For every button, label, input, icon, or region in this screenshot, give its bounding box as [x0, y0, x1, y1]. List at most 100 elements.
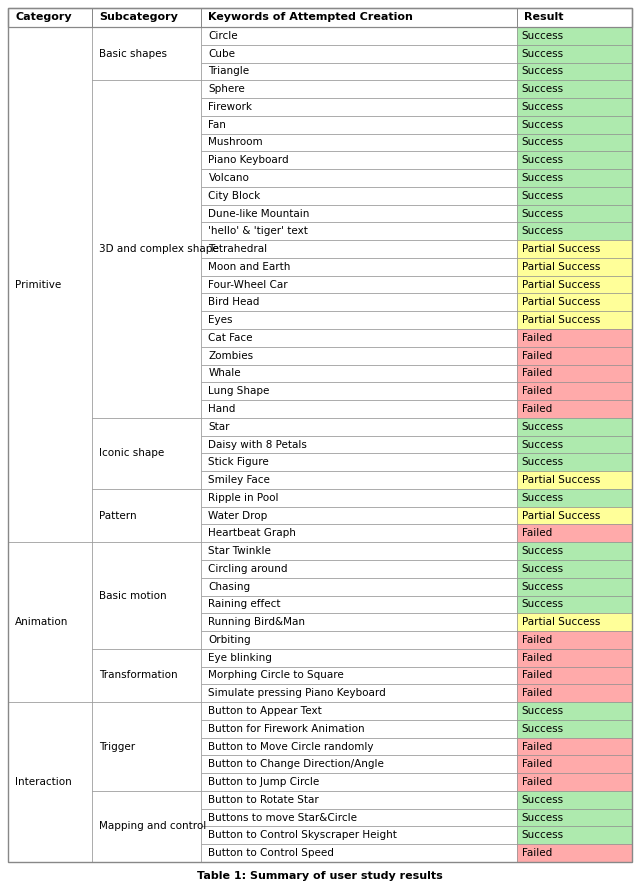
Text: Success: Success	[522, 421, 564, 432]
Bar	[202, 685, 516, 702]
Text: Success: Success	[522, 813, 564, 822]
Text: Success: Success	[522, 599, 564, 609]
Text: Failed: Failed	[522, 670, 552, 680]
Bar	[516, 116, 632, 133]
Text: Success: Success	[522, 795, 564, 805]
Text: Success: Success	[522, 31, 564, 41]
Bar	[516, 827, 632, 845]
Bar	[202, 649, 516, 667]
Text: Triangle: Triangle	[209, 67, 250, 76]
Bar	[202, 80, 516, 98]
Text: Keywords of Attempted Creation: Keywords of Attempted Creation	[209, 12, 413, 22]
Text: Partial Success: Partial Success	[522, 298, 600, 308]
Text: 3D and complex shape: 3D and complex shape	[99, 244, 219, 254]
Text: Volcano: Volcano	[209, 173, 250, 183]
Bar	[202, 418, 516, 436]
Text: Button for Firework Animation: Button for Firework Animation	[209, 724, 365, 733]
Bar	[202, 169, 516, 187]
Bar	[516, 151, 632, 169]
Bar	[8, 27, 92, 542]
Text: Failed: Failed	[522, 350, 552, 361]
Text: Failed: Failed	[522, 332, 552, 343]
Text: Failed: Failed	[522, 688, 552, 698]
Text: Subcategory: Subcategory	[99, 12, 178, 22]
Text: Success: Success	[522, 67, 564, 76]
Text: Partial Success: Partial Success	[522, 262, 600, 272]
Text: Cat Face: Cat Face	[209, 332, 253, 343]
Bar	[202, 8, 516, 27]
Text: Success: Success	[522, 138, 564, 148]
Bar	[92, 489, 202, 542]
Bar	[202, 631, 516, 649]
Text: Failed: Failed	[522, 741, 552, 751]
Text: Failed: Failed	[522, 368, 552, 379]
Bar	[516, 667, 632, 685]
Bar	[202, 507, 516, 525]
Text: Button to Change Direction/Angle: Button to Change Direction/Angle	[209, 759, 384, 769]
Text: Button to Move Circle randomly: Button to Move Circle randomly	[209, 741, 374, 751]
Text: Running Bird&Man: Running Bird&Man	[209, 617, 305, 627]
Text: Mapping and control: Mapping and control	[99, 821, 207, 831]
Text: Bird Head: Bird Head	[209, 298, 260, 308]
Bar	[202, 27, 516, 44]
Bar	[92, 542, 202, 649]
Bar	[202, 400, 516, 418]
Bar	[92, 27, 202, 80]
Bar	[516, 44, 632, 62]
Bar	[516, 596, 632, 613]
Text: 'hello' & 'tiger' text: 'hello' & 'tiger' text	[209, 227, 308, 236]
Bar	[516, 613, 632, 631]
Bar	[516, 845, 632, 862]
Bar	[516, 133, 632, 151]
Bar	[202, 596, 516, 613]
Bar	[202, 258, 516, 276]
Bar	[516, 791, 632, 809]
Text: Daisy with 8 Petals: Daisy with 8 Petals	[209, 439, 307, 450]
Bar	[202, 329, 516, 347]
Bar	[516, 382, 632, 400]
Bar	[516, 489, 632, 507]
Bar	[92, 649, 202, 702]
Bar	[202, 382, 516, 400]
Text: Star Twinkle: Star Twinkle	[209, 546, 271, 557]
Bar	[516, 471, 632, 489]
Bar	[516, 542, 632, 560]
Bar	[516, 720, 632, 738]
Bar	[516, 507, 632, 525]
Bar	[202, 240, 516, 258]
Bar	[202, 276, 516, 293]
Bar	[202, 525, 516, 542]
Text: Hand: Hand	[209, 404, 236, 414]
Bar	[516, 169, 632, 187]
Bar	[92, 8, 202, 27]
Bar	[202, 809, 516, 827]
Text: Success: Success	[522, 493, 564, 503]
Text: Failed: Failed	[522, 777, 552, 787]
Text: Star: Star	[209, 421, 230, 432]
Bar	[8, 702, 92, 862]
Text: Button to Control Skyscraper Height: Button to Control Skyscraper Height	[209, 830, 397, 840]
Bar	[202, 578, 516, 596]
Text: Fan: Fan	[209, 120, 227, 130]
Text: Failed: Failed	[522, 404, 552, 414]
Bar	[202, 489, 516, 507]
Bar	[516, 27, 632, 44]
Bar	[516, 702, 632, 720]
Text: Partial Success: Partial Success	[522, 280, 600, 290]
Text: Success: Success	[522, 830, 564, 840]
Text: Eyes: Eyes	[209, 315, 233, 325]
Bar	[202, 364, 516, 382]
Bar	[516, 436, 632, 453]
Bar	[202, 791, 516, 809]
Bar	[516, 685, 632, 702]
Text: Partial Success: Partial Success	[522, 315, 600, 325]
Bar	[516, 293, 632, 311]
Bar	[202, 613, 516, 631]
Bar	[516, 756, 632, 773]
Text: Success: Success	[522, 120, 564, 130]
Bar	[516, 578, 632, 596]
Text: Interaction: Interaction	[15, 777, 72, 787]
Bar	[516, 809, 632, 827]
Bar	[516, 311, 632, 329]
Bar	[202, 756, 516, 773]
